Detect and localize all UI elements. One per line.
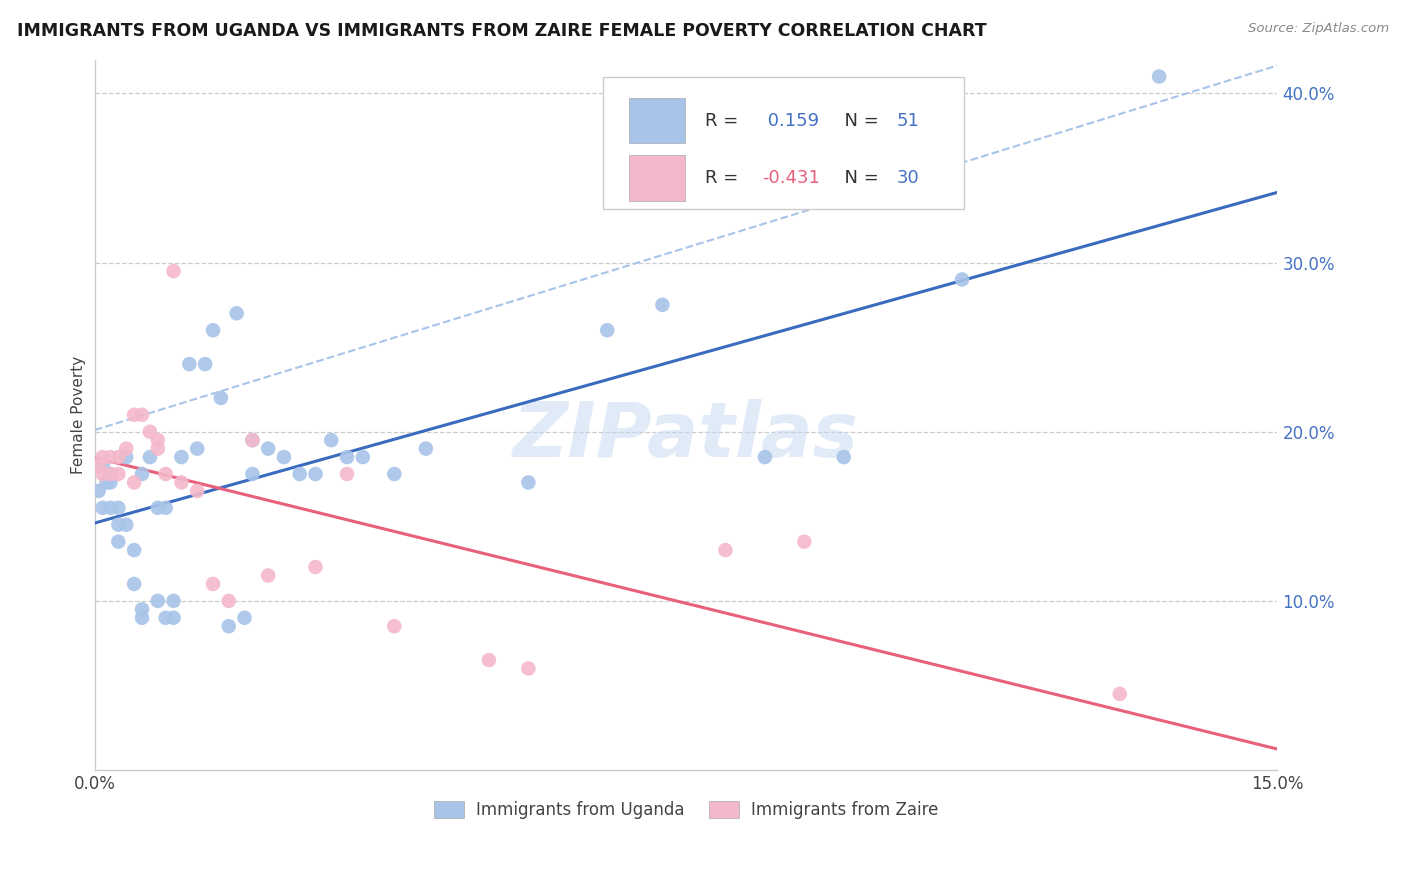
Point [162, 264, 184, 278]
Text: ZIPatlas: ZIPatlas [513, 399, 859, 473]
Text: 0.159: 0.159 [762, 112, 818, 129]
Point [382, 619, 405, 633]
Text: IMMIGRANTS FROM UGANDA VS IMMIGRANTS FROM ZAIRE FEMALE POVERTY CORRELATION CHART: IMMIGRANTS FROM UGANDA VS IMMIGRANTS FRO… [17, 22, 987, 40]
Point [415, 442, 437, 456]
Point [321, 433, 343, 447]
Text: R =: R = [704, 112, 744, 129]
Point [273, 450, 295, 464]
Point [100, 475, 122, 490]
Point [242, 433, 264, 447]
Point [336, 450, 359, 464]
Point [651, 298, 673, 312]
Point [304, 467, 326, 481]
Point [91, 467, 114, 481]
Point [209, 391, 232, 405]
Point [122, 408, 145, 422]
Point [131, 467, 153, 481]
Point [87, 458, 110, 473]
Point [352, 450, 374, 464]
Point [832, 450, 855, 464]
Text: 30: 30 [897, 169, 920, 187]
Point [122, 543, 145, 558]
Point [950, 272, 973, 286]
Point [218, 594, 240, 608]
Point [714, 543, 737, 558]
Point [170, 475, 193, 490]
Point [122, 577, 145, 591]
Point [107, 450, 129, 464]
Point [186, 483, 208, 498]
Point [218, 619, 240, 633]
Point [100, 467, 122, 481]
Point [233, 611, 256, 625]
Point [131, 611, 153, 625]
Point [257, 442, 280, 456]
Point [1108, 687, 1130, 701]
Point [186, 442, 208, 456]
Text: 51: 51 [897, 112, 920, 129]
Point [162, 611, 184, 625]
Point [179, 357, 201, 371]
Point [194, 357, 217, 371]
Text: -0.431: -0.431 [762, 169, 820, 187]
Point [131, 602, 153, 616]
Point [754, 450, 776, 464]
Point [336, 467, 359, 481]
Point [146, 442, 169, 456]
Point [115, 450, 138, 464]
Point [155, 467, 177, 481]
Point [517, 661, 540, 675]
Point [115, 442, 138, 456]
Point [478, 653, 501, 667]
Point [170, 450, 193, 464]
Text: R =: R = [704, 169, 744, 187]
Point [146, 594, 169, 608]
Point [100, 500, 122, 515]
Point [96, 475, 118, 490]
FancyBboxPatch shape [603, 78, 965, 209]
Point [201, 323, 224, 337]
Point [1147, 70, 1170, 84]
FancyBboxPatch shape [630, 98, 685, 144]
Point [201, 577, 224, 591]
Point [139, 425, 162, 439]
Point [107, 500, 129, 515]
Text: N =: N = [832, 169, 884, 187]
Point [100, 450, 122, 464]
Point [87, 483, 110, 498]
Point [155, 611, 177, 625]
Point [155, 500, 177, 515]
Point [91, 450, 114, 464]
Point [304, 560, 326, 574]
Point [139, 450, 162, 464]
Point [225, 306, 247, 320]
Point [288, 467, 311, 481]
Point [107, 534, 129, 549]
Point [793, 534, 815, 549]
Point [146, 433, 169, 447]
Point [382, 467, 405, 481]
Text: N =: N = [832, 112, 884, 129]
Point [596, 323, 619, 337]
Legend: Immigrants from Uganda, Immigrants from Zaire: Immigrants from Uganda, Immigrants from … [427, 794, 945, 826]
Point [131, 408, 153, 422]
Point [115, 517, 138, 532]
Text: Source: ZipAtlas.com: Source: ZipAtlas.com [1249, 22, 1389, 36]
Point [517, 475, 540, 490]
Point [107, 467, 129, 481]
Point [162, 594, 184, 608]
Point [122, 475, 145, 490]
FancyBboxPatch shape [630, 155, 685, 201]
Point [257, 568, 280, 582]
Point [242, 433, 264, 447]
Y-axis label: Female Poverty: Female Poverty [72, 356, 86, 474]
Point [91, 500, 114, 515]
Point [107, 517, 129, 532]
Point [146, 500, 169, 515]
Point [91, 458, 114, 473]
Point [242, 467, 264, 481]
Point [100, 467, 122, 481]
